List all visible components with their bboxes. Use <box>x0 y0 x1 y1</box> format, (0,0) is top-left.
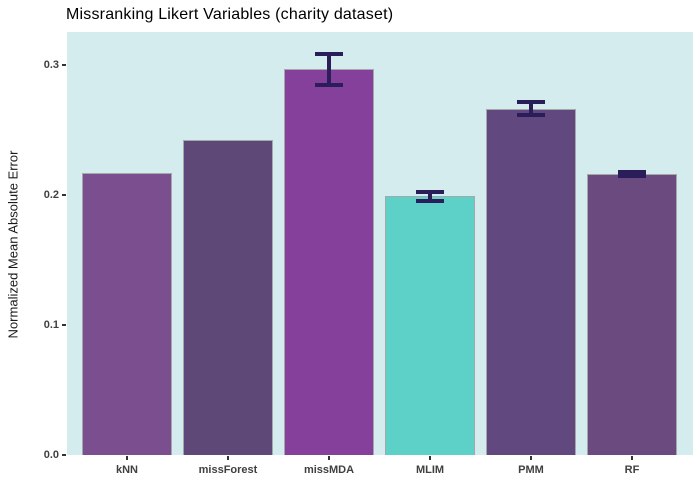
y-tick-mark <box>62 454 66 456</box>
error-bar-cap-top-PMM <box>517 100 545 105</box>
x-tick-mark <box>631 456 633 460</box>
bar-MLIM <box>385 196 475 455</box>
error-bar-cap-bottom-missMDA <box>315 83 343 88</box>
x-tick-mark <box>227 456 229 460</box>
bar-PMM <box>486 109 576 455</box>
y-tick-label: 0.3 <box>43 59 59 71</box>
y-tick-label: 0.2 <box>43 189 59 201</box>
y-axis-title: Normalized Mean Absolute Error <box>5 150 21 339</box>
x-tick-mark <box>328 456 330 460</box>
chart-title: Missranking Likert Variables (charity da… <box>66 6 394 23</box>
bar-missMDA <box>284 68 374 455</box>
x-tick-mark <box>429 456 431 460</box>
error-bar-cap-top-missMDA <box>315 52 343 56</box>
error-bar-cap-bottom-MLIM <box>416 198 444 203</box>
x-tick-label-kNN: kNN <box>115 464 138 476</box>
x-tick-label-MLIM: MLIM <box>415 464 445 476</box>
plot-panel <box>67 32 693 455</box>
error-bar-line-missMDA <box>327 52 331 88</box>
bar-RF <box>587 174 677 455</box>
x-tick-label-missMDA: missMDA <box>303 464 355 476</box>
error-bar-cap-bottom-PMM <box>517 113 545 117</box>
y-tick-mark <box>62 64 66 66</box>
x-tick-label-missForest: missForest <box>198 464 258 476</box>
bar-missForest <box>183 140 273 455</box>
x-tick-mark <box>530 456 532 460</box>
y-tick-label: 0.0 <box>43 449 59 461</box>
x-tick-label-RF: RF <box>624 464 640 476</box>
y-tick-mark <box>62 324 66 326</box>
y-tick-mark <box>62 194 66 196</box>
bar-kNN <box>82 172 172 455</box>
x-tick-mark <box>126 456 128 460</box>
error-bar-line-PMM <box>529 100 533 117</box>
error-bar-cap-top-RF <box>618 170 646 175</box>
y-tick-label: 0.1 <box>43 319 59 331</box>
x-tick-label-PMM: PMM <box>518 464 544 476</box>
error-bar-line-MLIM <box>428 189 432 203</box>
error-bar-cap-top-MLIM <box>416 189 444 194</box>
error-bar-cap-bottom-RF <box>618 174 646 179</box>
